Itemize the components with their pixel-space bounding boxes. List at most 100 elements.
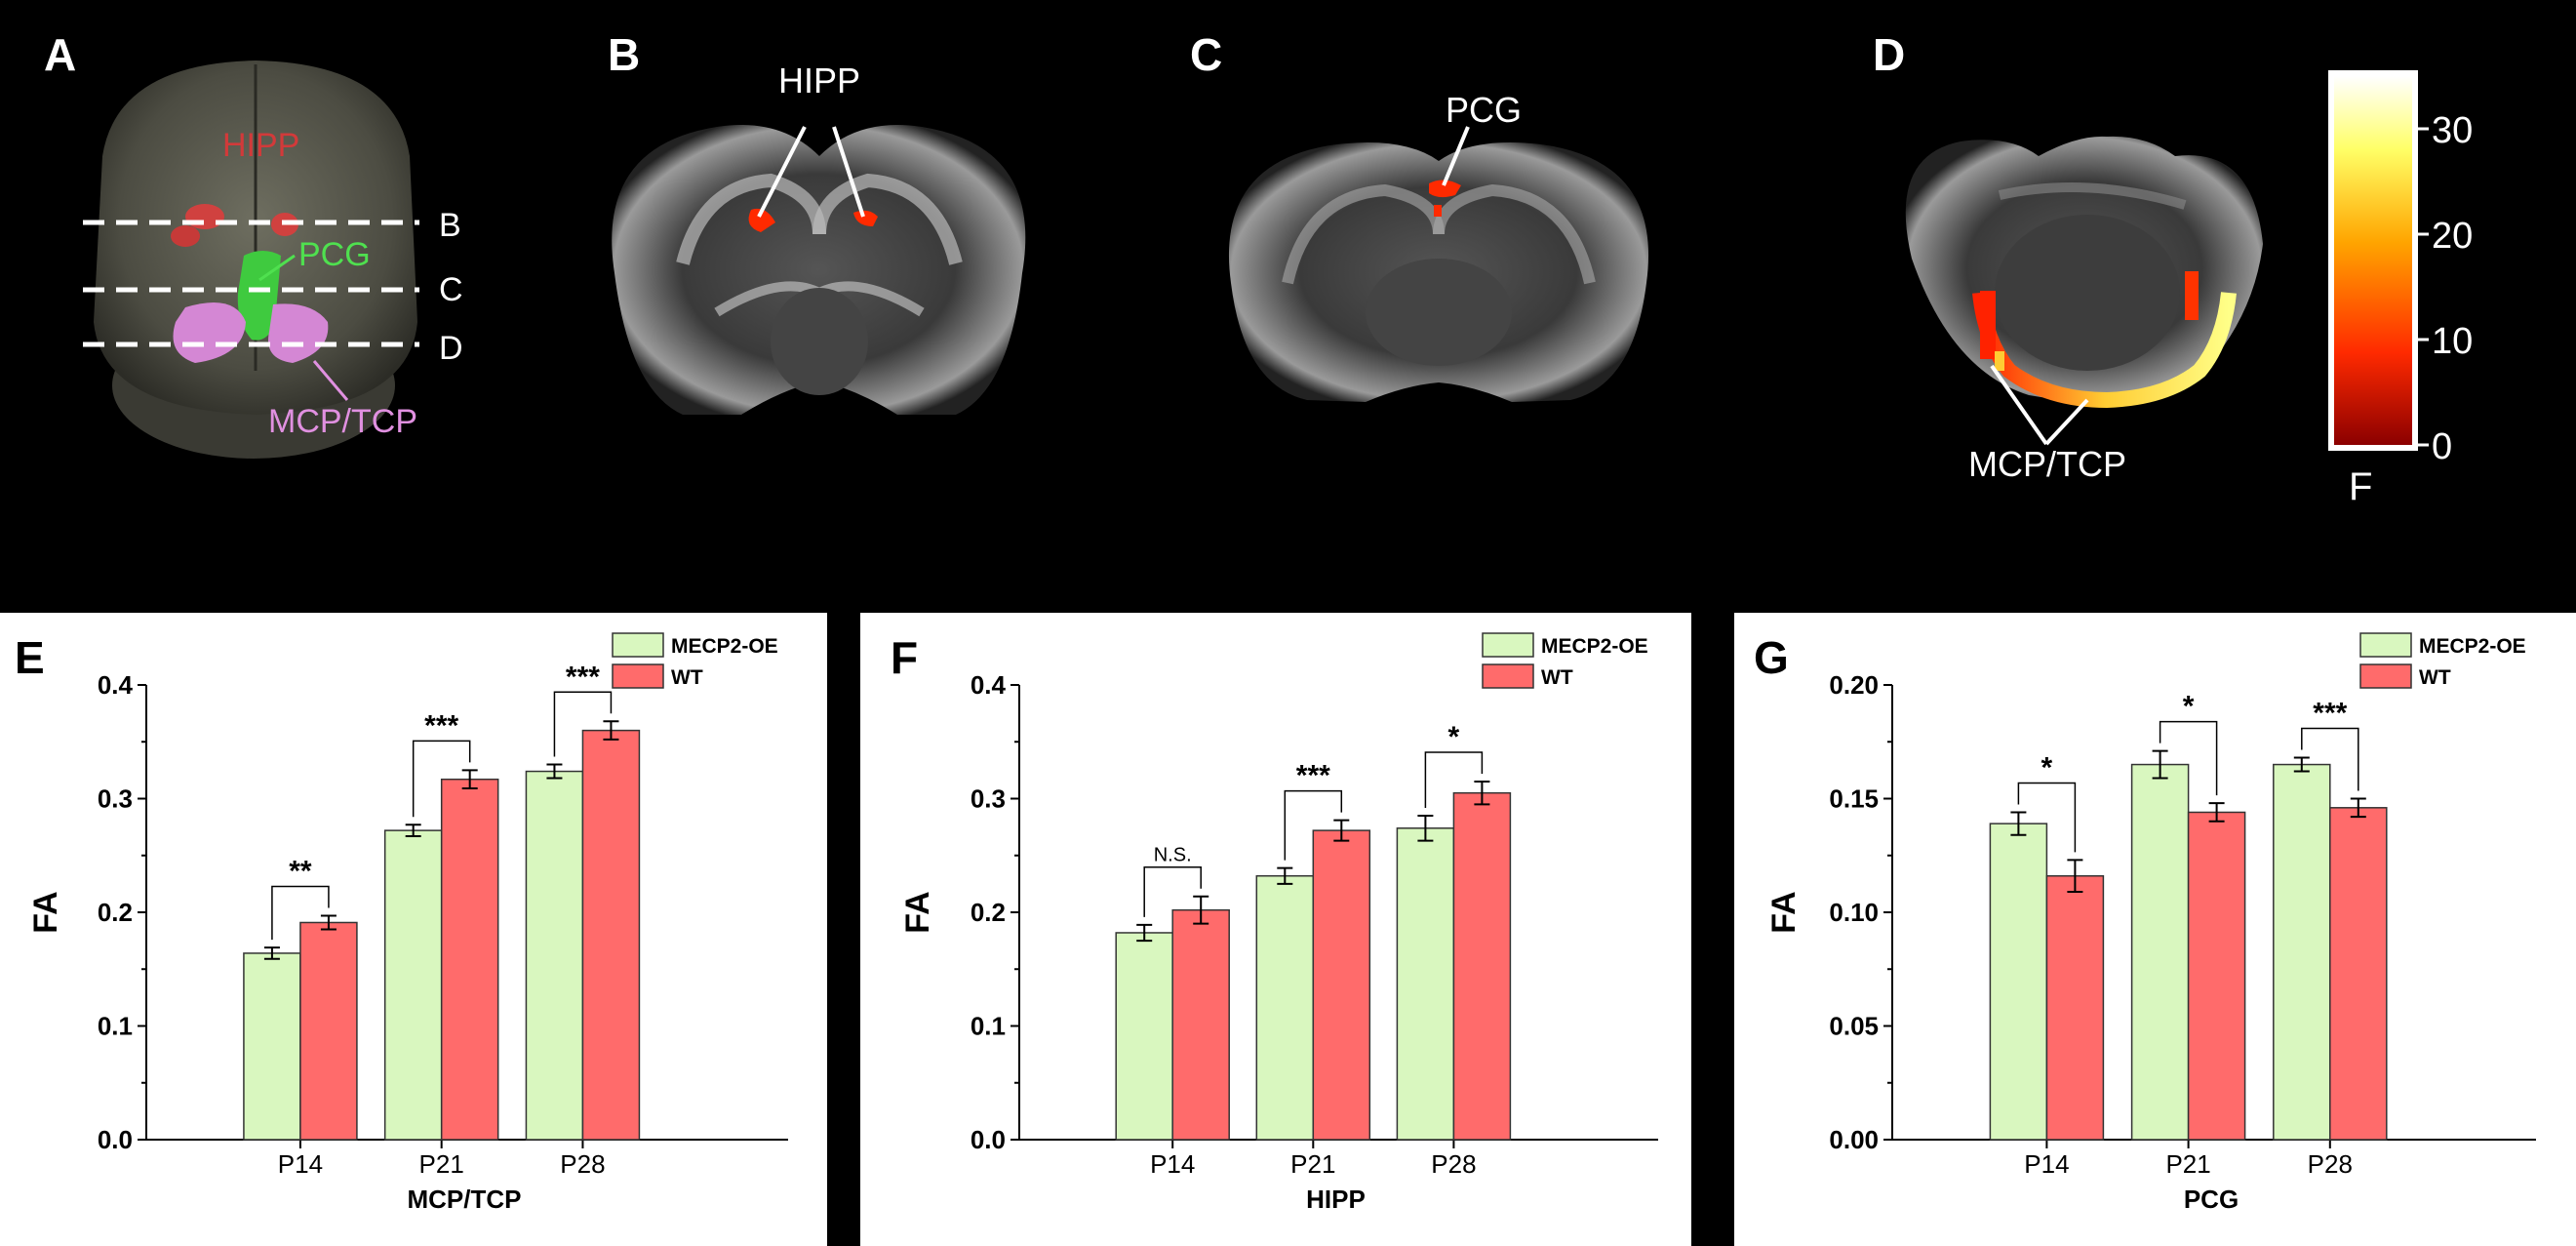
legend-swatch (612, 663, 664, 689)
significance-label: * (2183, 691, 2195, 723)
axial-slice-d (1905, 136, 2263, 446)
label-pcg-a: PCG (298, 236, 371, 273)
label-mcp-d: MCP/TCP (1968, 444, 2126, 484)
bar-mecp2-oe (1115, 932, 1173, 1141)
y-tick-label: 0.20 (1829, 670, 1879, 700)
significance-label: *** (1296, 760, 1330, 792)
y-tick-label: 0.1 (971, 1012, 1006, 1041)
significance-label: * (2041, 751, 2053, 784)
y-tick-label: 0.15 (1829, 784, 1879, 814)
bar-wt (2187, 811, 2246, 1141)
panel-label-b: B (608, 29, 640, 80)
significance-label: * (1448, 721, 1460, 753)
bar-wt (2329, 807, 2388, 1141)
x-tick-label: P28 (2308, 1149, 2353, 1179)
x-tick-label: P21 (1290, 1149, 1335, 1179)
y-tick-label: 0.4 (98, 670, 134, 700)
significance-bracket (412, 740, 471, 818)
y-tick-label: 0.00 (1829, 1125, 1879, 1154)
coronal-slice-b (612, 125, 1026, 415)
bar-wt (1312, 829, 1371, 1141)
chart-mcp-tcp: 0.0 0.1 0.2 0.3 0.4 FA MCP/TCP P14 ** P21 *** P28 **… (27, 632, 788, 1214)
panel-label-g: G (1754, 632, 1789, 683)
legend-swatch (2359, 663, 2412, 689)
panel-label-a: A (44, 29, 76, 80)
x-tick-label: P14 (2024, 1149, 2069, 1179)
bar-mecp2-oe (2130, 763, 2190, 1141)
y-tick-label: 0.2 (971, 898, 1006, 927)
bar-mecp2-oe (2273, 763, 2331, 1141)
legend-label: MECP2-OE (2419, 635, 2526, 658)
legend-label: WT (2419, 666, 2451, 689)
bar-mecp2-oe (1989, 823, 2048, 1141)
significance-label: N.S. (1154, 845, 1192, 866)
colorbar-ticks: 0 10 20 30 (2418, 110, 2473, 467)
y-axis-label: FA (1765, 891, 1803, 933)
legend-label: MECP2-OE (671, 635, 778, 658)
significance-bracket (2017, 782, 2077, 853)
legend-swatch (1482, 663, 1534, 689)
bar-wt (440, 778, 499, 1141)
legend-swatch (612, 632, 664, 658)
y-tick-label: 0.0 (971, 1125, 1006, 1154)
coronal-slice-c (1228, 126, 1649, 402)
slice-label-d: D (439, 330, 463, 367)
legend-label: WT (671, 666, 703, 689)
chart-hipp: 0.0 0.1 0.2 0.3 0.4 FA HIPP P14 N.S. P21 *** P28 * ME… (899, 632, 1658, 1214)
bar-mecp2-oe (525, 770, 584, 1141)
y-tick-label: 0.2 (98, 898, 133, 927)
label-pcg-c: PCG (1446, 90, 1522, 130)
panel-label-d: D (1873, 29, 1905, 80)
significance-bracket (1284, 789, 1343, 861)
bar-wt (299, 921, 358, 1141)
colorbar-tick-label: 0 (2432, 426, 2452, 467)
significance-label: *** (2313, 698, 2347, 730)
x-tick-label: P28 (1431, 1149, 1476, 1179)
y-tick-label: 0.3 (98, 784, 133, 814)
significance-bracket (1424, 751, 1484, 808)
colorbar (2328, 70, 2418, 451)
significance-label: ** (289, 855, 312, 887)
panel-label-f: F (891, 632, 918, 683)
label-hipp-b: HIPP (778, 60, 860, 100)
label-hipp-a: HIPP (222, 127, 299, 164)
label-mcp-a: MCP/TCP (268, 403, 417, 440)
significance-bracket (1143, 865, 1202, 917)
x-tick-label: P21 (419, 1149, 464, 1179)
y-tick-label: 0.1 (98, 1012, 133, 1041)
bar-wt (581, 729, 641, 1141)
colorbar-tick-label: 10 (2432, 321, 2473, 362)
significance-label: *** (424, 709, 458, 742)
y-tick-label: 0.4 (971, 670, 1007, 700)
x-axis-label: PCG (2184, 1185, 2239, 1214)
y-tick-label: 0.3 (971, 784, 1006, 814)
y-tick-label: 0.0 (98, 1125, 133, 1154)
panel-label-e: E (15, 632, 45, 683)
legend-swatch (1482, 632, 1534, 658)
x-tick-label: P14 (1150, 1149, 1195, 1179)
legend-label: MECP2-OE (1541, 635, 1648, 658)
bar-mecp2-oe (243, 952, 301, 1141)
significance-bracket (2301, 727, 2359, 791)
x-axis-label: MCP/TCP (408, 1185, 522, 1214)
colorbar-tick-label: 20 (2432, 216, 2473, 257)
legend-swatch (2359, 632, 2412, 658)
y-tick-label: 0.05 (1829, 1012, 1879, 1041)
legend-label: WT (1541, 666, 1573, 689)
bar-wt (1452, 791, 1512, 1141)
colorbar-title: F (2349, 465, 2372, 508)
bar-wt (1171, 908, 1230, 1141)
brain-3d (83, 60, 419, 459)
y-axis-label: FA (27, 891, 64, 933)
slice-label-c: C (439, 271, 463, 308)
bar-mecp2-oe (1255, 874, 1315, 1141)
x-tick-label: P21 (2165, 1149, 2210, 1179)
panel-label-c: C (1190, 29, 1222, 80)
y-axis-label: FA (899, 891, 936, 933)
significance-bracket (271, 885, 330, 941)
significance-bracket (2159, 720, 2218, 796)
bar-mecp2-oe (1396, 827, 1455, 1141)
bar-wt (2045, 874, 2105, 1141)
significance-label: *** (566, 661, 600, 693)
